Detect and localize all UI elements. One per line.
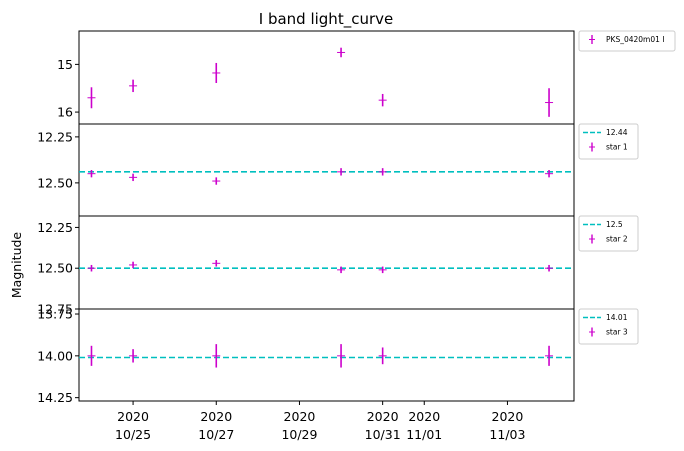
legend-label: star 3 — [606, 328, 628, 337]
data-point — [129, 173, 138, 182]
legend-label: 12.5 — [606, 220, 623, 229]
x-tick-date: 11/03 — [489, 427, 525, 442]
legend: 14.01 star 3 — [578, 308, 639, 345]
panel-1: 15 16 PKS_0420m01 I — [57, 30, 676, 125]
x-tick-date: 10/29 — [281, 427, 317, 442]
y-tick-label: 12.50 — [37, 261, 73, 276]
legend-label: star 2 — [606, 235, 628, 244]
data-point — [129, 349, 138, 363]
y-tick-label: 12.25 — [37, 220, 73, 235]
data-point — [337, 168, 346, 176]
x-tick-year: 2020 — [200, 409, 232, 424]
data-point — [545, 345, 554, 366]
y-tick-label: 12.75 — [37, 302, 73, 317]
data-point — [87, 345, 96, 366]
x-tick-date: 10/27 — [198, 427, 234, 442]
data-point — [129, 79, 138, 93]
data-point — [337, 266, 346, 274]
legend: 12.44 star 1 — [578, 123, 639, 160]
legend-label: 14.01 — [606, 313, 628, 322]
data-point — [545, 88, 554, 117]
panel-2: 12.25 12.50 12.44 star 1 — [37, 123, 639, 217]
panel-frame — [78, 123, 575, 217]
data-point — [212, 260, 221, 267]
data-point — [87, 87, 96, 109]
data-point — [212, 177, 221, 185]
x-tick-date: 11/01 — [406, 427, 442, 442]
y-tick-label: 12.25 — [37, 129, 73, 144]
data-point — [212, 344, 221, 368]
data-point — [337, 47, 346, 58]
data-point — [378, 168, 387, 176]
x-tick-year: 2020 — [284, 409, 316, 424]
x-tick-date: 10/31 — [365, 427, 401, 442]
legend-label: PKS_0420m01 I — [606, 35, 664, 44]
data-point — [545, 264, 554, 272]
legend-label: 12.44 — [606, 128, 628, 137]
data-point — [129, 261, 138, 269]
x-tick-date: 10/25 — [115, 427, 151, 442]
legend: PKS_0420m01 I — [578, 30, 676, 52]
data-point — [378, 93, 387, 107]
legend: 12.5 star 2 — [578, 215, 639, 252]
data-point — [378, 266, 387, 274]
panel-frame — [78, 308, 575, 402]
y-axis-label: Magnitude — [9, 232, 24, 299]
data-point — [545, 170, 554, 178]
x-tick-year: 2020 — [117, 409, 149, 424]
y-tick-label: 13.75 — [37, 307, 73, 322]
panel-frame — [78, 30, 575, 125]
panel-4: 13.75 14.00 14.25 14.01 star 3 — [37, 307, 639, 405]
y-tick-label: 16 — [57, 105, 73, 120]
y-tick-label: 14.00 — [37, 348, 73, 363]
legend-box — [578, 30, 676, 52]
legend-label: star 1 — [606, 143, 628, 152]
data-point — [87, 264, 96, 272]
y-tick-label: 14.25 — [37, 390, 73, 405]
y-tick-label: 12.50 — [37, 175, 73, 190]
data-point — [87, 170, 96, 178]
x-tick-year: 2020 — [492, 409, 524, 424]
data-point — [378, 347, 387, 365]
data-point — [337, 344, 346, 368]
x-tick-year: 2020 — [367, 409, 399, 424]
panel-frame — [78, 215, 575, 310]
y-tick-label: 15 — [57, 57, 73, 72]
chart-title: I band light_curve — [259, 10, 393, 29]
panel-3: 12.25 12.50 12.75 12.5 star 2 — [37, 215, 639, 317]
x-tick-year: 2020 — [408, 409, 440, 424]
data-point — [212, 62, 221, 83]
